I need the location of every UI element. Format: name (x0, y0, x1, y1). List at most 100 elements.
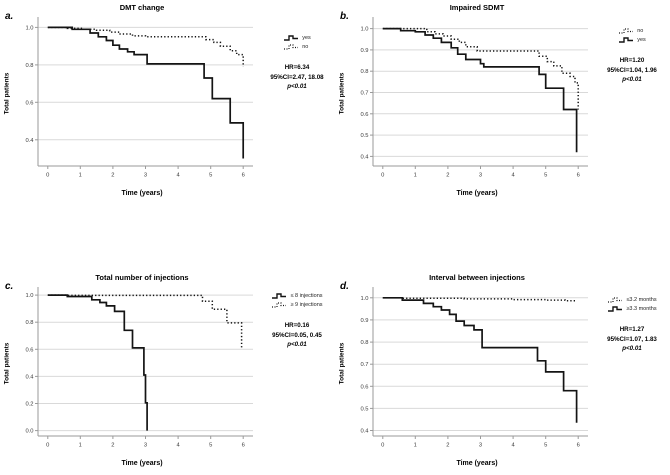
svg-text:2: 2 (446, 443, 449, 449)
panel-c: c. Total number of injections Total pati… (0, 238, 335, 475)
legend: no yes (618, 27, 646, 44)
km-plot: 0.4 0.5 0.6 0.7 0.8 0.9 1.0 0 1 2 3 4 5 6 (360, 17, 588, 179)
svg-text:0: 0 (46, 443, 49, 449)
svg-text:0.4: 0.4 (25, 138, 34, 144)
legend-item: ≥ 9 injections (271, 301, 323, 309)
svg-text:0.4: 0.4 (360, 154, 369, 160)
svg-text:0.8: 0.8 (25, 63, 33, 69)
svg-text:2: 2 (111, 443, 114, 449)
legend-label: yes (302, 35, 311, 41)
legend: ≤3.2 months ≥3.3 months (607, 296, 657, 313)
hr-value: HR=0.16 (284, 322, 310, 329)
legend-stats-column: ≤ 8 injections ≥ 9 injections HR=0.16 95… (260, 292, 334, 350)
legend-item: no (618, 27, 646, 35)
svg-text:1: 1 (414, 173, 417, 179)
solid-step-line-icon (283, 34, 299, 42)
dotted-step-line-icon (271, 301, 287, 309)
svg-text:3: 3 (479, 173, 482, 179)
svg-text:0.8: 0.8 (360, 69, 368, 75)
y-axis-label: Total patients (3, 342, 11, 385)
svg-text:3: 3 (144, 173, 147, 179)
chart-title: Interval between injections (429, 273, 525, 282)
svg-text:2: 2 (446, 173, 449, 179)
p-value: p<0.01 (622, 76, 642, 84)
x-axis-label: Time (years) (456, 460, 498, 467)
svg-text:3: 3 (144, 443, 147, 449)
panel-b: b. Impaired SDMT Total patients 0.4 0.5 0.… (335, 0, 670, 237)
p-value: p<0.01 (622, 345, 642, 353)
legend-stats-column: no yes HR=1.20 95%CI=1.04, 1.96 p<0.01 (595, 27, 669, 85)
svg-text:0.5: 0.5 (360, 133, 368, 139)
svg-text:4: 4 (511, 173, 515, 179)
svg-text:0.4: 0.4 (360, 429, 369, 435)
legend-stats-column: yes no HR=6.34 95%CI=2.47, 18.08 p<0.01 (260, 34, 334, 92)
svg-text:0.2: 0.2 (25, 402, 33, 408)
x-axis-label: Time (years) (121, 190, 163, 197)
legend-item: yes (283, 34, 311, 42)
ci-value: 95%CI=1.07, 1.83 (607, 335, 657, 343)
legend-label: no (637, 28, 644, 34)
svg-text:2: 2 (111, 173, 114, 179)
ci-value: 95%CI=2.47, 18.08 (270, 73, 324, 81)
p-value: p<0.01 (287, 83, 307, 91)
svg-text:0.6: 0.6 (25, 347, 33, 353)
panel-letter: b. (340, 11, 349, 22)
solid-step-line-icon (607, 305, 623, 313)
ci-value: 95%CI=1.04, 1.96 (607, 66, 657, 74)
hr-value: HR=6.34 (284, 64, 310, 71)
svg-text:3: 3 (479, 443, 482, 449)
km-plot: 0.4 0.6 0.8 1.0 0 1 2 3 4 5 6 (25, 17, 253, 179)
svg-text:0.8: 0.8 (25, 320, 33, 326)
svg-text:6: 6 (577, 443, 580, 449)
km-plot: 0.4 0.5 0.6 0.7 0.8 0.9 1.0 0 1 2 3 4 5 6 (360, 287, 588, 449)
svg-text:4: 4 (176, 173, 180, 179)
legend-label: ≤ 8 injections (290, 293, 323, 299)
y-axis-label: Total patients (338, 342, 346, 385)
svg-text:0.0: 0.0 (25, 429, 33, 435)
hr-value: HR=1.20 (619, 57, 645, 64)
legend-item: ≤3.2 months (607, 296, 657, 304)
legend-item: yes (618, 36, 646, 44)
chart-title: DMT change (119, 3, 165, 12)
svg-text:6: 6 (242, 173, 245, 179)
svg-text:0.9: 0.9 (360, 48, 368, 54)
svg-text:1.0: 1.0 (360, 27, 368, 33)
dotted-step-line-icon (618, 27, 634, 35)
svg-text:0.4: 0.4 (25, 374, 34, 380)
svg-text:0.9: 0.9 (360, 318, 368, 324)
svg-text:0.6: 0.6 (25, 100, 33, 106)
hr-value: HR=1.27 (619, 326, 645, 333)
x-axis-label: Time (years) (121, 460, 163, 467)
ci-value: 95%CI=0.05, 0.45 (272, 331, 322, 339)
solid-step-line-icon (271, 292, 287, 300)
svg-text:0: 0 (381, 173, 384, 179)
svg-text:1.0: 1.0 (25, 25, 33, 31)
km-plot: 0.0 0.2 0.4 0.6 0.8 1.0 0 1 2 3 4 5 6 (25, 287, 253, 449)
dotted-step-line-icon (607, 296, 623, 304)
stats-block: HR=6.34 95%CI=2.47, 18.08 p<0.01 (270, 63, 323, 92)
legend: ≤ 8 injections ≥ 9 injections (271, 292, 323, 309)
legend-item: ≥3.3 months (607, 305, 657, 313)
p-value: p<0.01 (287, 341, 307, 349)
legend-label: ≥ 9 injections (290, 302, 323, 308)
y-axis-label: Total patients (3, 72, 11, 115)
svg-text:4: 4 (511, 443, 515, 449)
legend: yes no (283, 34, 311, 51)
svg-text:5: 5 (209, 173, 212, 179)
svg-text:0.8: 0.8 (360, 340, 368, 346)
panel-a: a. DMT change Total patients 0.4 0.6 0.8 1.… (0, 0, 335, 237)
svg-text:5: 5 (544, 443, 547, 449)
legend-label: no (302, 44, 309, 50)
solid-step-line-icon (618, 36, 634, 44)
svg-text:0.5: 0.5 (360, 406, 368, 412)
svg-text:0.6: 0.6 (360, 384, 368, 390)
chart-title: Total number of injections (95, 273, 189, 282)
svg-text:5: 5 (544, 173, 547, 179)
x-axis-label: Time (years) (456, 190, 498, 197)
svg-text:6: 6 (242, 443, 245, 449)
svg-text:0.7: 0.7 (360, 362, 368, 368)
svg-text:1.0: 1.0 (360, 296, 368, 302)
legend-stats-column: ≤3.2 months ≥3.3 months HR=1.27 95%CI=1.… (595, 296, 669, 354)
svg-text:1: 1 (79, 443, 82, 449)
